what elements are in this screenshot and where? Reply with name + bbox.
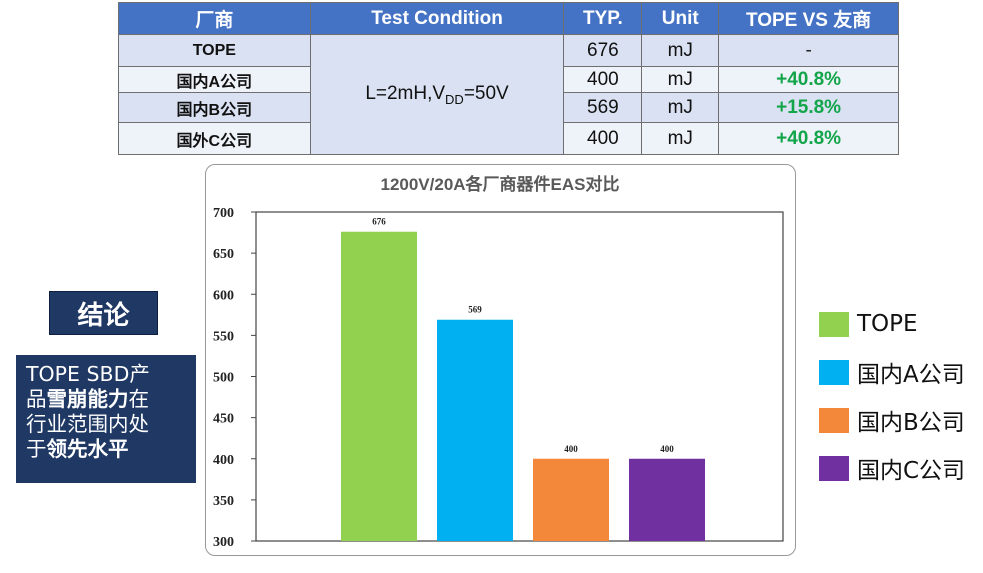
vendor-cell: 国外C公司 bbox=[118, 122, 311, 155]
condition-suffix: =50V bbox=[463, 82, 509, 104]
table-row: TOPE L=2mH,VDD=50V 676 mJ - bbox=[118, 34, 899, 155]
y-tick-label: 700 bbox=[213, 206, 234, 221]
conclusion-highlight-leading: 领先水平 bbox=[46, 437, 129, 461]
legend-item: TOPE bbox=[819, 300, 965, 348]
vendor-cell: 国内B公司 bbox=[118, 92, 311, 123]
y-tick-label: 650 bbox=[213, 247, 234, 262]
conclusion-line-2c: 在 bbox=[128, 387, 150, 411]
bar-1 bbox=[341, 231, 417, 541]
legend-swatch bbox=[819, 455, 849, 481]
condition-subscript: DD bbox=[445, 91, 464, 107]
legend-item: 国内C公司 bbox=[819, 444, 965, 492]
y-axis: 300 350 400 450 500 550 600 650 700 bbox=[213, 206, 784, 550]
bar-4 bbox=[629, 458, 705, 541]
compare-cell: +40.8% bbox=[718, 122, 899, 155]
legend-item: 国内A公司 bbox=[819, 348, 965, 396]
condition-prefix: L=2mH,V bbox=[365, 82, 446, 104]
chart-title: 1200V/20A各厂商器件EAS对比 bbox=[380, 174, 619, 194]
header-compare: TOPE VS 友商 bbox=[718, 2, 899, 35]
compare-cell: - bbox=[718, 34, 899, 67]
unit-cell: mJ bbox=[641, 34, 720, 67]
chart-legend: TOPE 国内A公司国内B公司国内C公司 bbox=[819, 300, 965, 492]
test-condition-cell: L=2mH,VDD=50V bbox=[309, 34, 565, 155]
eas-comparison-table: 厂商 Test Condition TYP. Unit TOPE VS 友商 T… bbox=[118, 2, 899, 155]
header-vendor: 厂商 bbox=[118, 2, 311, 35]
legend-swatch bbox=[819, 311, 849, 337]
bar-data-label: 400 bbox=[564, 444, 578, 454]
y-tick-label: 550 bbox=[213, 329, 234, 344]
compare-cell: +40.8% bbox=[718, 66, 899, 93]
table-row: 国内B公司 569 mJ +15.8% bbox=[118, 92, 899, 123]
header-typ: TYP. bbox=[563, 2, 643, 35]
bar-2 bbox=[437, 319, 513, 541]
y-tick-label: 450 bbox=[213, 412, 234, 427]
typ-cell: 400 bbox=[563, 66, 643, 93]
conclusion-line-2a: 品 bbox=[26, 387, 47, 411]
y-tick-label: 500 bbox=[213, 371, 234, 386]
bars-group: 676 569 400 400 bbox=[341, 217, 705, 541]
vendor-cell: 国内A公司 bbox=[118, 66, 311, 93]
legend-label: 国内A公司 bbox=[857, 362, 965, 388]
vendor-cell: TOPE bbox=[118, 34, 311, 67]
unit-cell: mJ bbox=[641, 92, 720, 123]
conclusion-line-4a: 于 bbox=[26, 437, 47, 461]
unit-cell: mJ bbox=[641, 122, 720, 155]
legend-swatch bbox=[819, 359, 849, 385]
y-tick-label: 300 bbox=[213, 535, 234, 550]
conclusion-highlight-avalanche: 雪崩能力 bbox=[46, 387, 129, 411]
typ-cell: 569 bbox=[563, 92, 643, 123]
legend-label: 国内B公司 bbox=[857, 410, 965, 436]
conclusion-title: 结论 bbox=[49, 291, 158, 335]
legend-item: 国内B公司 bbox=[819, 396, 965, 444]
legend-swatch bbox=[819, 407, 849, 433]
header-unit: Unit bbox=[641, 2, 720, 35]
legend-label: 国内C公司 bbox=[857, 458, 966, 484]
table-row: 国内A公司 400 mJ +40.8% bbox=[118, 66, 899, 93]
table-header-row: 厂商 Test Condition TYP. Unit TOPE VS 友商 bbox=[118, 2, 899, 35]
conclusion-text: TOPE SBD产 品雪崩能力在 行业范围内处 于领先水平 bbox=[16, 355, 196, 483]
unit-cell: mJ bbox=[641, 66, 720, 93]
bar-3 bbox=[533, 458, 609, 541]
legend-label: TOPE bbox=[857, 311, 918, 337]
typ-cell: 400 bbox=[563, 122, 643, 155]
conclusion-line-3: 行业范围内处 bbox=[26, 412, 149, 436]
conclusion-line-1: TOPE SBD产 bbox=[26, 362, 150, 386]
bar-data-label: 400 bbox=[660, 444, 674, 454]
y-tick-label: 350 bbox=[213, 494, 234, 509]
y-tick-label: 600 bbox=[213, 288, 234, 303]
header-test-condition: Test Condition bbox=[309, 2, 565, 35]
y-tick-label: 400 bbox=[213, 453, 234, 468]
eas-bar-chart: 1200V/20A各厂商器件EAS对比 300 350 400 450 500 550 60… bbox=[213, 174, 784, 550]
typ-cell: 676 bbox=[563, 34, 643, 67]
table-row: 国外C公司 400 mJ +40.8% bbox=[118, 122, 899, 155]
bar-data-label: 569 bbox=[468, 305, 482, 315]
compare-cell: +15.8% bbox=[718, 92, 899, 123]
bar-data-label: 676 bbox=[372, 217, 386, 227]
